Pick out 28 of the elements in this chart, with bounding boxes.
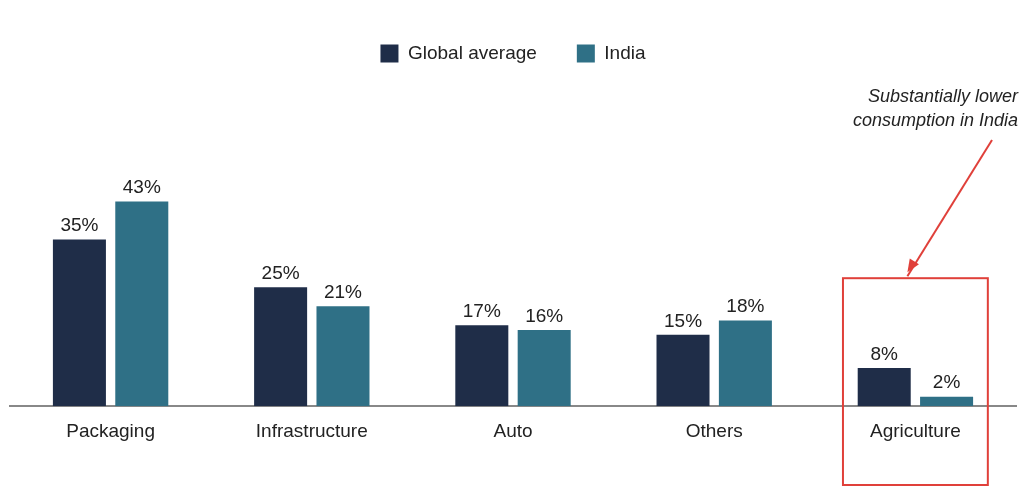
- bar: [316, 306, 370, 407]
- data-label: 8%: [870, 342, 899, 364]
- x-tick-label: Auto: [493, 419, 533, 441]
- bar: [857, 368, 911, 407]
- data-label: 15%: [664, 309, 703, 331]
- text: Substantially lower consumption in India: [852, 86, 1019, 130]
- legend-label: Global average: [407, 41, 537, 63]
- data-label: 17%: [462, 300, 501, 322]
- bar: [52, 239, 106, 407]
- data-label: 43%: [122, 176, 161, 198]
- x-tick-label: Packaging: [66, 419, 155, 441]
- x-tick-label: Infrastructure: [255, 419, 368, 441]
- data-label: 21%: [323, 280, 363, 302]
- data-label: 16%: [525, 304, 564, 326]
- data-label: 35%: [60, 214, 99, 236]
- bar: [517, 330, 571, 407]
- bar: [254, 287, 308, 407]
- x-tick-label: Others: [685, 419, 743, 441]
- bar: [455, 325, 509, 407]
- bar: [115, 201, 169, 407]
- legend-label: India: [604, 41, 646, 63]
- x-tick-label: Agriculture: [869, 419, 961, 441]
- data-label: 2%: [932, 371, 961, 393]
- data-label: 18%: [726, 295, 765, 317]
- data-label: 25%: [261, 261, 300, 283]
- bar: [656, 334, 710, 407]
- bar: [718, 320, 772, 407]
- bar: [920, 396, 974, 407]
